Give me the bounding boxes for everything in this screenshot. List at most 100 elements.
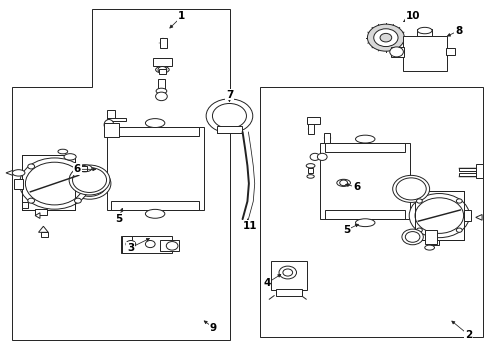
- Text: 9: 9: [210, 323, 217, 333]
- Circle shape: [68, 168, 111, 199]
- Ellipse shape: [306, 164, 315, 168]
- Circle shape: [380, 33, 392, 42]
- Ellipse shape: [356, 135, 375, 143]
- Text: 10: 10: [405, 11, 420, 21]
- Circle shape: [28, 164, 35, 169]
- Bar: [415, 191, 464, 240]
- Bar: [429, 240, 440, 245]
- Ellipse shape: [308, 118, 319, 125]
- Ellipse shape: [417, 27, 432, 34]
- Circle shape: [74, 198, 81, 203]
- Bar: [106, 118, 126, 121]
- Bar: [160, 38, 167, 48]
- Ellipse shape: [64, 154, 76, 160]
- Text: 4: 4: [263, 278, 270, 288]
- Bar: [158, 79, 165, 89]
- Bar: [417, 29, 432, 36]
- Text: 6: 6: [353, 182, 360, 192]
- Circle shape: [206, 99, 253, 133]
- Bar: [459, 167, 478, 171]
- Bar: [325, 210, 405, 219]
- Text: 7: 7: [226, 90, 233, 100]
- Bar: [160, 240, 179, 251]
- Circle shape: [156, 92, 167, 101]
- Ellipse shape: [307, 175, 314, 178]
- Bar: [425, 230, 437, 244]
- Circle shape: [456, 199, 462, 203]
- Ellipse shape: [156, 88, 167, 94]
- Circle shape: [74, 164, 81, 169]
- Bar: [476, 164, 483, 178]
- Bar: [275, 289, 302, 296]
- Circle shape: [20, 158, 90, 209]
- Circle shape: [158, 67, 167, 73]
- Bar: [41, 232, 48, 237]
- Ellipse shape: [58, 149, 68, 154]
- Circle shape: [402, 229, 423, 245]
- Circle shape: [279, 266, 296, 279]
- Bar: [121, 236, 172, 253]
- Bar: [260, 87, 483, 337]
- Bar: [106, 127, 204, 210]
- Ellipse shape: [12, 170, 25, 176]
- Circle shape: [28, 198, 35, 203]
- Bar: [153, 58, 172, 66]
- Circle shape: [340, 180, 347, 186]
- Bar: [307, 117, 320, 124]
- Bar: [325, 143, 405, 152]
- Text: 3: 3: [127, 243, 134, 253]
- Circle shape: [146, 240, 155, 248]
- Text: 6: 6: [74, 164, 81, 174]
- Ellipse shape: [104, 120, 114, 130]
- Circle shape: [318, 153, 327, 161]
- Bar: [415, 191, 464, 240]
- Bar: [23, 202, 28, 208]
- Bar: [217, 126, 242, 133]
- Bar: [403, 36, 446, 72]
- Bar: [111, 201, 199, 210]
- Text: 5: 5: [343, 225, 351, 235]
- Bar: [77, 166, 87, 171]
- Circle shape: [368, 24, 404, 51]
- Text: 8: 8: [455, 26, 463, 36]
- Bar: [324, 134, 330, 143]
- Text: 11: 11: [243, 221, 257, 231]
- Ellipse shape: [425, 245, 435, 250]
- Circle shape: [166, 242, 178, 250]
- Bar: [464, 210, 471, 221]
- Circle shape: [416, 199, 422, 203]
- Bar: [308, 124, 314, 134]
- Bar: [391, 46, 404, 57]
- Ellipse shape: [156, 67, 169, 73]
- Polygon shape: [6, 170, 13, 175]
- Bar: [446, 48, 455, 55]
- Text: 5: 5: [115, 214, 122, 224]
- Circle shape: [416, 228, 422, 232]
- Circle shape: [409, 194, 469, 238]
- Text: 1: 1: [178, 11, 186, 21]
- Ellipse shape: [337, 179, 350, 186]
- Bar: [459, 173, 478, 176]
- Bar: [122, 236, 132, 253]
- Circle shape: [80, 165, 88, 171]
- Bar: [104, 123, 119, 137]
- Circle shape: [69, 165, 110, 195]
- Ellipse shape: [146, 118, 165, 127]
- Bar: [320, 143, 410, 219]
- Bar: [106, 110, 115, 121]
- Circle shape: [374, 29, 398, 46]
- Bar: [22, 155, 75, 210]
- Bar: [159, 69, 166, 74]
- Circle shape: [392, 175, 430, 202]
- Polygon shape: [476, 215, 482, 220]
- Polygon shape: [39, 226, 48, 232]
- Ellipse shape: [356, 219, 375, 226]
- Bar: [35, 209, 47, 215]
- Ellipse shape: [146, 210, 165, 218]
- Polygon shape: [35, 213, 40, 219]
- Text: 2: 2: [465, 330, 472, 340]
- Bar: [308, 168, 313, 173]
- Ellipse shape: [77, 165, 92, 172]
- Bar: [14, 179, 23, 189]
- Bar: [111, 127, 199, 135]
